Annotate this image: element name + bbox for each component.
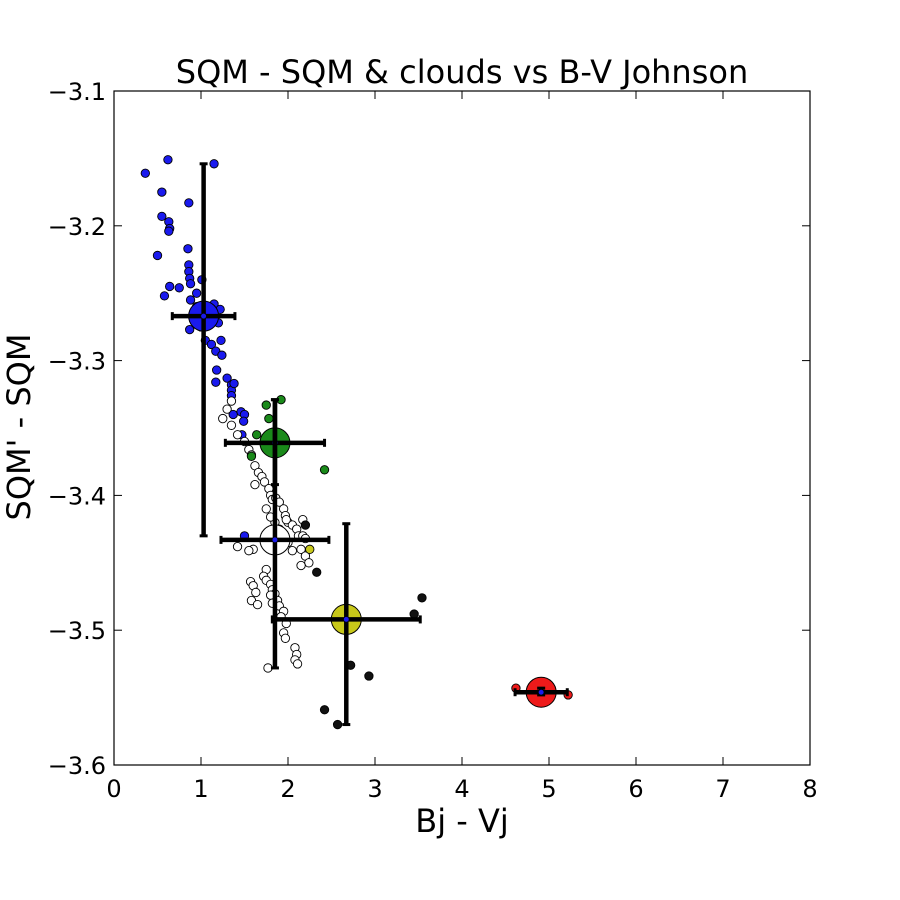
y-tick-label: −3.3: [48, 348, 106, 376]
data-point: [246, 451, 257, 461]
x-tick-label: 4: [454, 775, 469, 803]
data-point: [252, 599, 263, 610]
data-point: [251, 587, 261, 598]
x-tick-label: 5: [541, 775, 556, 803]
data-point: [185, 324, 195, 335]
data-point: [222, 404, 232, 414]
x-tick-label: 7: [715, 775, 730, 803]
mean-center-dot: [271, 536, 279, 543]
data-point: [216, 335, 226, 346]
data-point: [229, 378, 239, 389]
mean-center-dot: [538, 689, 545, 696]
data-point: [409, 609, 419, 619]
data-point: [263, 663, 273, 673]
data-point: [304, 558, 314, 568]
data-point: [300, 520, 311, 530]
x-tick-label: 0: [106, 775, 121, 803]
data-point: [165, 281, 175, 292]
data-point: [209, 159, 219, 169]
data-point: [211, 377, 221, 387]
mean-center-dot: [200, 313, 207, 320]
y-tick-label: −3.1: [48, 78, 106, 106]
data-point: [183, 244, 193, 254]
data-point: [206, 339, 217, 350]
data-point: [287, 546, 297, 556]
axis-ticks: 0 1 2 3 4 5 6 7 8 −3.1 −3.2 −3.3 −3.4 −3.5 −3.6: [48, 78, 818, 803]
data-point: [232, 430, 243, 440]
data-point: [281, 515, 291, 525]
y-tick-label: −3.6: [48, 752, 106, 780]
data-point: [261, 504, 271, 514]
chart-title: SQM - SQM & clouds vs B-V Johnson: [176, 53, 748, 91]
data-point: [217, 350, 227, 360]
data-point: [157, 211, 167, 222]
data-point: [238, 416, 249, 426]
data-point: [364, 671, 374, 681]
data-point: [140, 168, 150, 178]
y-tick-label: −3.4: [48, 482, 106, 510]
data-point: [252, 430, 262, 440]
x-tick-label: 3: [367, 775, 382, 803]
data-point: [312, 567, 322, 577]
y-tick-label: −3.2: [48, 213, 106, 241]
mean-marker-0: [170, 162, 237, 538]
data-point: [174, 283, 184, 293]
data-point: [232, 541, 243, 552]
data-point: [259, 477, 270, 487]
x-tick-label: 2: [280, 775, 295, 803]
data-point: [191, 288, 202, 298]
data-point: [332, 719, 343, 730]
plot-area: [140, 155, 573, 730]
data-point: [152, 250, 163, 261]
y-axis-label: SQM' - SQM: [0, 334, 38, 521]
data-point: [305, 544, 315, 554]
data-point: [261, 400, 271, 410]
x-tick-label: 1: [193, 775, 208, 803]
data-point: [164, 226, 174, 236]
x-axis-label: Bj - Vj: [415, 802, 509, 840]
data-point: [218, 413, 228, 424]
data-point: [185, 279, 196, 289]
data-point: [292, 659, 303, 669]
data-point: [226, 420, 237, 430]
data-point: [244, 546, 254, 556]
series-3: [305, 544, 315, 554]
x-tick-label: 8: [802, 775, 817, 803]
y-tick-label: −3.5: [48, 617, 106, 645]
data-point: [417, 593, 427, 603]
data-point: [184, 198, 194, 208]
data-point: [185, 295, 196, 305]
mean-marker-3: [270, 522, 422, 727]
data-point: [296, 560, 306, 571]
data-point: [264, 413, 274, 424]
data-point: [280, 633, 291, 643]
mean-center-dot: [343, 616, 350, 623]
data-point: [250, 479, 260, 490]
data-point: [226, 396, 237, 406]
data-point: [222, 373, 232, 383]
data-point: [163, 155, 173, 165]
mean-marker-4: [513, 676, 569, 708]
data-point: [212, 365, 222, 375]
x-tick-label: 6: [628, 775, 643, 803]
data-point: [319, 465, 330, 475]
data-point: [157, 187, 167, 197]
data-point: [228, 409, 238, 420]
data-point: [319, 705, 330, 715]
data-point: [159, 291, 170, 301]
mean-marker-2: [219, 398, 331, 670]
